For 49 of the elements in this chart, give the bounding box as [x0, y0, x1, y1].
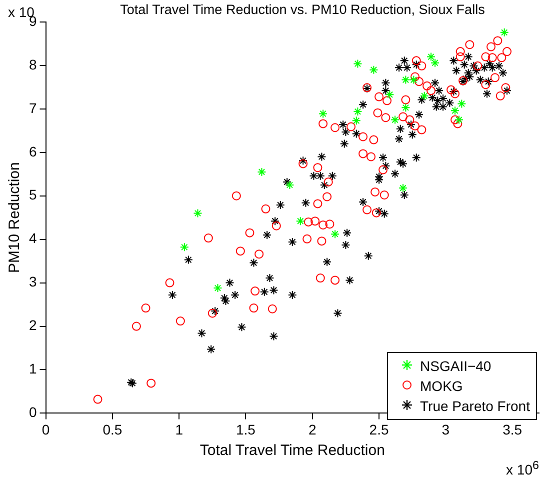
point — [398, 184, 408, 193]
y-tick-label: 1 — [28, 360, 37, 377]
y-tick-label: 4 — [28, 230, 37, 246]
point — [409, 75, 418, 84]
point — [369, 65, 378, 74]
legend-label: True Pareto Front — [420, 398, 530, 414]
point — [426, 52, 436, 62]
point — [352, 116, 361, 126]
point — [193, 208, 202, 218]
legend-label: NSGAII−40 — [420, 358, 492, 374]
x-tick-label: 1 — [175, 421, 184, 438]
x-tick-label: 0 — [42, 421, 50, 438]
point — [450, 106, 460, 116]
point — [296, 216, 305, 226]
point — [180, 242, 189, 252]
point — [385, 90, 394, 100]
point — [401, 103, 410, 112]
point — [401, 75, 410, 84]
point — [353, 107, 362, 116]
point — [457, 99, 466, 108]
point — [318, 109, 328, 118]
x-axis-title: Total Travel Time Reduction — [200, 442, 385, 460]
x-tick-label: 1.5 — [236, 421, 256, 438]
point — [285, 180, 294, 190]
text: x 10$^{6}$ — [506, 459, 539, 478]
point — [213, 284, 222, 293]
x-tick-label: 0.5 — [102, 421, 122, 438]
y-tick-label: 2 — [28, 317, 37, 334]
legend-label: MOKG — [420, 378, 463, 394]
point — [454, 115, 464, 124]
point — [500, 28, 509, 37]
y-axis-title: PM10 Reduction — [6, 162, 24, 274]
y-tick-label: 7 — [28, 100, 37, 116]
chart-title: Total Travel Time Reduction vs. PM10 Reduction, Sioux Falls — [119, 2, 486, 17]
x-tick-label: 3 — [442, 421, 450, 438]
point — [430, 58, 440, 68]
point — [390, 115, 400, 124]
point — [353, 59, 362, 68]
y-tick-label: 0 — [28, 404, 37, 420]
x-tick-label: 2.5 — [369, 421, 389, 438]
x-tick-label: 3.5 — [502, 421, 522, 438]
point — [257, 167, 266, 176]
y-tick-label: 3 — [28, 274, 37, 290]
x-tick-label: 2 — [308, 421, 316, 438]
y-tick-label: 5 — [28, 186, 37, 203]
point — [420, 91, 429, 100]
point — [330, 230, 340, 239]
y-tick-label: 8 — [28, 56, 37, 72]
y-tick-label: 6 — [28, 143, 37, 160]
